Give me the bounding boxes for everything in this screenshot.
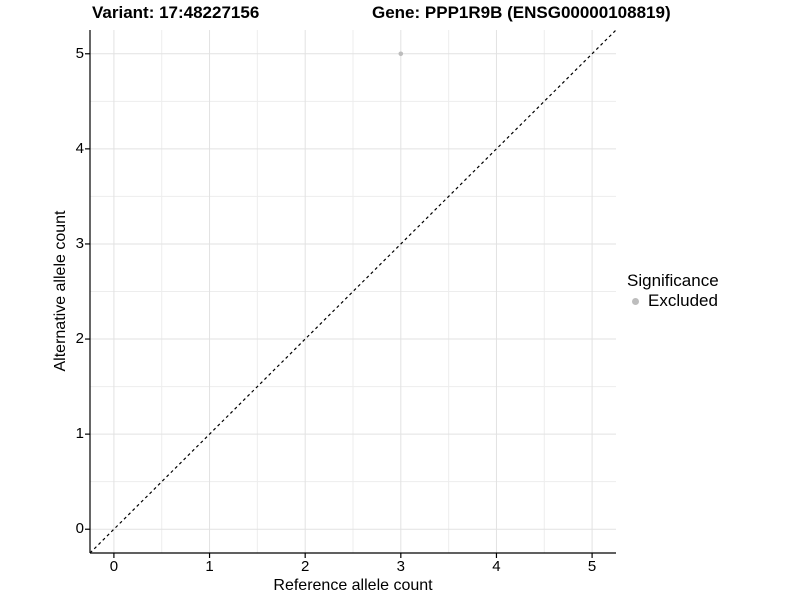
identity-line: [89, 29, 617, 554]
y-tick-label: 2: [75, 330, 84, 348]
y-tick-label: 1: [75, 425, 84, 443]
x-tick-label: 0: [109, 558, 119, 575]
x-axis-title: Reference allele count: [273, 577, 433, 594]
excluded-point-marker-icon: [632, 297, 639, 305]
x-tick-label: 5: [587, 558, 597, 575]
y-tick-label: 3: [75, 234, 84, 252]
legend-title: Significance: [627, 271, 719, 290]
legend-entry-label: Excluded: [648, 291, 718, 310]
legend-key: [627, 293, 644, 310]
gene-title: Gene: PPP1R9B (ENSG00000108819): [372, 3, 671, 22]
y-tick-label: 0: [75, 520, 84, 538]
x-tick-label: 4: [492, 558, 501, 575]
y-tick-label: 5: [75, 44, 84, 62]
x-tick-label: 3: [396, 558, 405, 575]
legend: Significance Excluded: [627, 271, 719, 310]
variant-title: Variant: 17:48227156: [92, 3, 260, 22]
x-tick-label: 2: [301, 558, 310, 575]
data-point: [398, 51, 404, 57]
legend-entry-excluded: Excluded: [627, 291, 719, 310]
y-axis-title: Alternative allele count: [52, 210, 69, 372]
x-tick-label: 1: [205, 558, 214, 575]
y-tick-label: 4: [75, 139, 84, 157]
